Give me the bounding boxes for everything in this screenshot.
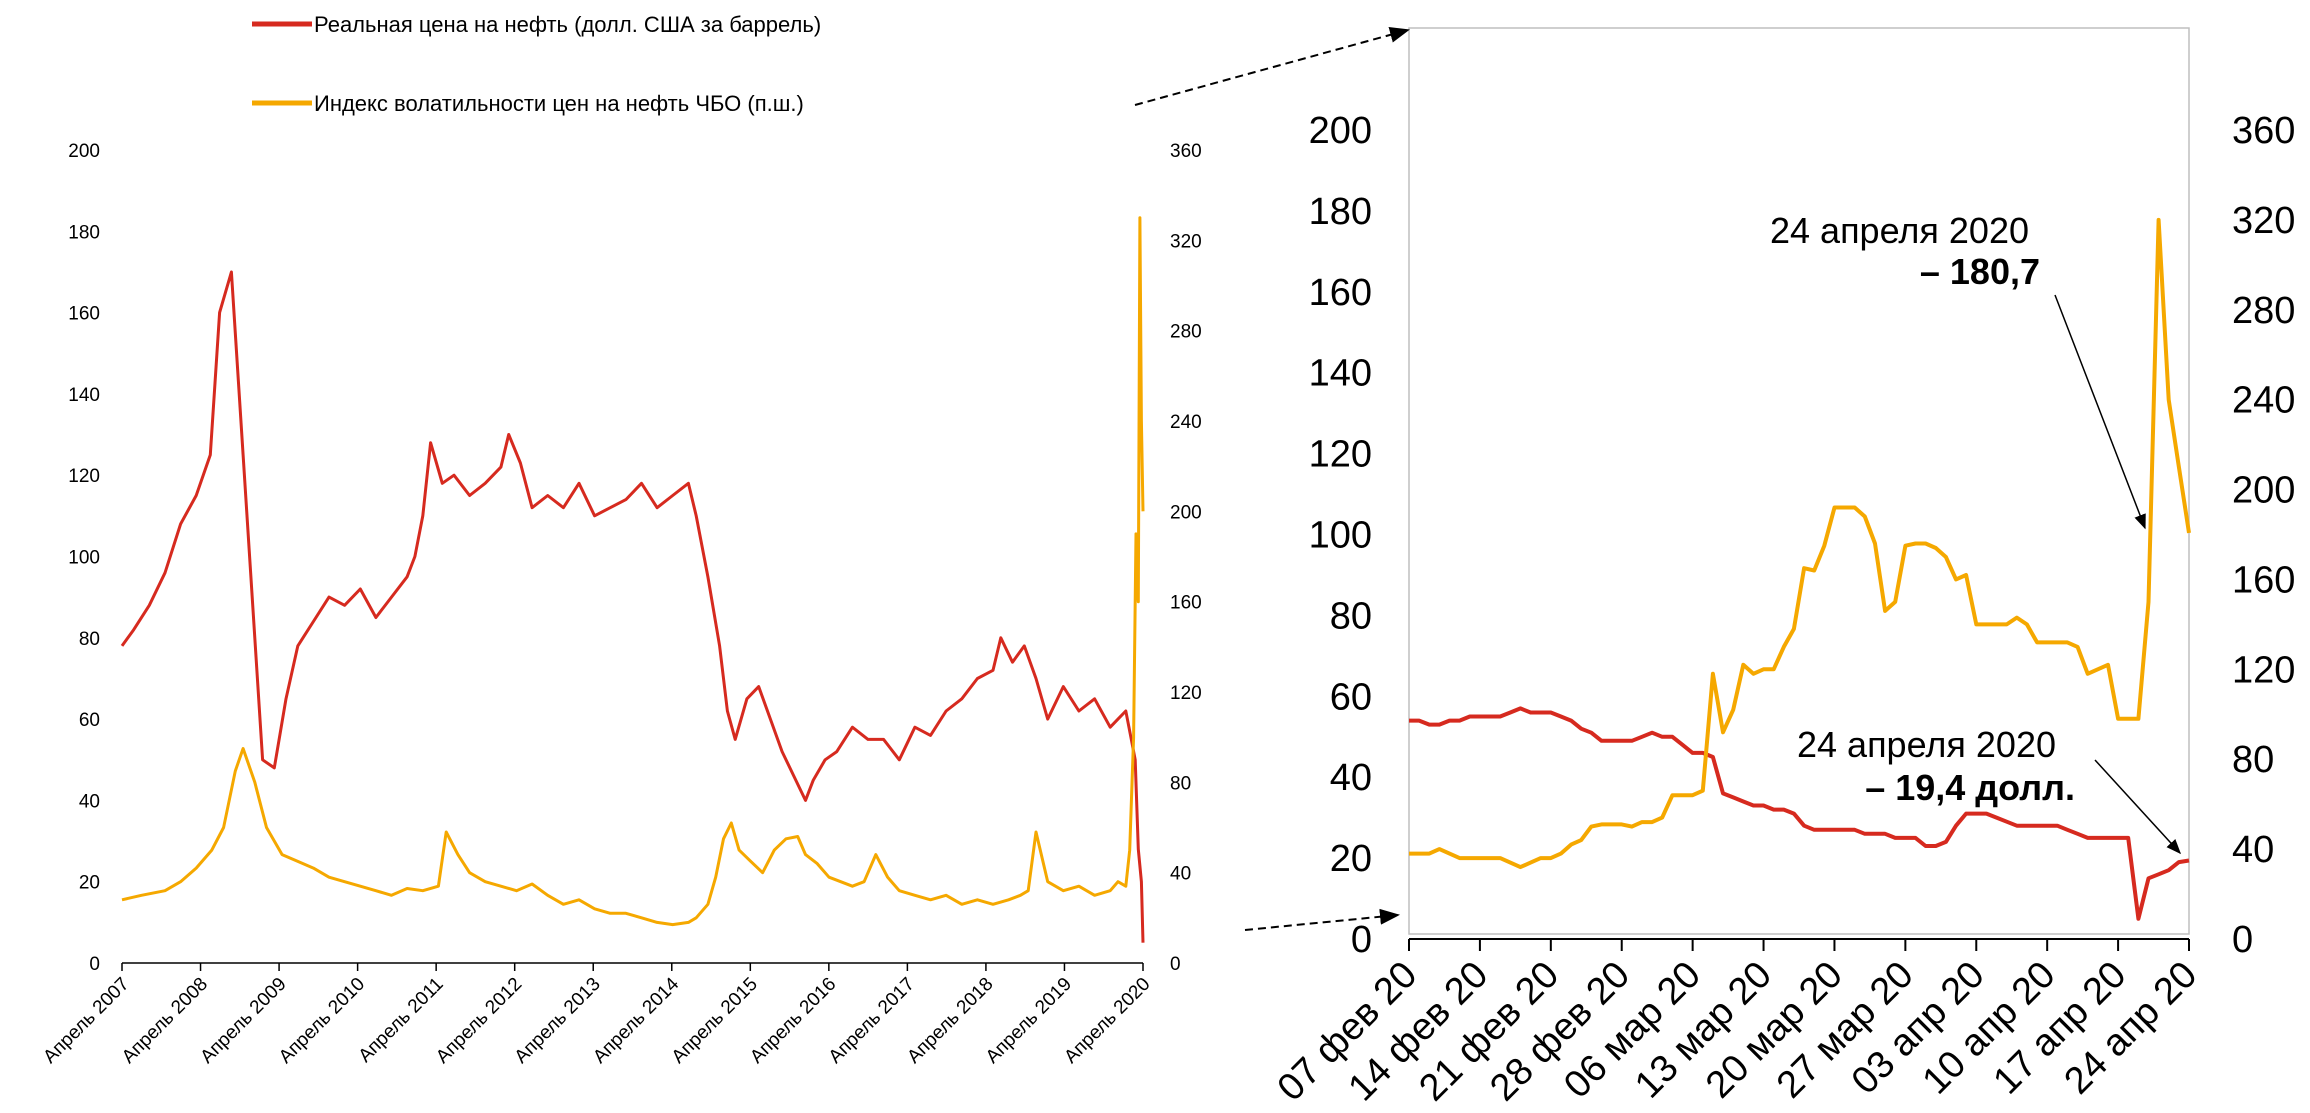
y-left-tick-label: 140 (1309, 353, 1372, 395)
y-left-tick-label: 180 (1309, 191, 1372, 233)
y-left-tick-label: 160 (68, 304, 100, 325)
legend-label-oil: Реальная цена на нефть (долл. США за бар… (314, 12, 821, 37)
y-left-tick-label: 40 (79, 791, 100, 812)
y-right-tick-label: 80 (2232, 739, 2274, 781)
y-left-tick-label: 120 (1309, 434, 1372, 476)
annotation-oil-date: 24 апреля 2020 (1797, 724, 2056, 765)
y-left-tick-label: 20 (79, 873, 100, 894)
right-chart-y-right-ticks: 0 40 80 120 160 200 240 280 320 360 (2232, 110, 2295, 961)
y-left-tick-label: 100 (68, 548, 100, 569)
annotation-oil-value: – 19,4 долл. (1865, 767, 2075, 808)
y-left-tick-label: 40 (1330, 757, 1372, 799)
y-right-tick-label: 280 (1170, 322, 1202, 343)
annotation-vol: 24 апреля 2020 – 180,7 (1770, 210, 2146, 530)
y-right-tick-label: 160 (1170, 593, 1202, 614)
annotation-vol-pointer (2054, 294, 2146, 530)
y-right-tick-label: 360 (2232, 110, 2295, 152)
y-right-tick-label: 40 (1170, 864, 1191, 885)
y-left-tick-label: 180 (68, 222, 100, 243)
y-left-tick-label: 60 (79, 710, 100, 731)
y-right-tick-label: 40 (2232, 829, 2274, 871)
y-left-tick-label: 200 (1309, 110, 1372, 152)
y-left-tick-label: 60 (1330, 676, 1372, 718)
y-left-tick-label: 20 (1330, 838, 1372, 880)
y-right-tick-label: 320 (2232, 200, 2295, 242)
y-left-tick-label: 80 (1330, 595, 1372, 637)
y-left-tick-label: 0 (1351, 919, 1372, 961)
chart-left-2007-2020: 0 20 40 60 80 100 120 140 160 180 200 0 40 80 120 160 2… (39, 141, 1201, 1068)
y-right-tick-label: 320 (1170, 231, 1202, 252)
y-right-tick-label: 200 (1170, 502, 1202, 523)
y-left-tick-label: 120 (68, 466, 100, 487)
y-left-tick-label: 160 (1309, 272, 1372, 314)
series-line-vol-index (1409, 217, 2191, 870)
y-left-tick-label: 200 (68, 141, 100, 162)
series-line-oil-price (1409, 706, 2190, 921)
annotation-oil: 24 апреля 2020 – 19,4 долл. (1797, 724, 2182, 855)
legend-label-vol: Индекс волатильности цен на нефть ЧБО (п… (314, 91, 804, 116)
y-left-tick-label: 0 (89, 954, 100, 975)
chart-right-feb-apr-2020: 0 20 40 60 80 100 120 140 160 180 200 0 40 80 120 160 2… (1270, 27, 2295, 1109)
y-left-tick-label: 100 (1309, 515, 1372, 557)
legend: Реальная цена на нефть (долл. США за бар… (252, 12, 821, 116)
series-line-oil-price (120, 270, 1145, 943)
y-right-tick-label: 280 (2232, 290, 2295, 332)
y-right-tick-label: 0 (1170, 954, 1181, 975)
y-left-tick-label: 140 (68, 385, 100, 406)
y-right-tick-label: 0 (2232, 919, 2253, 961)
y-left-tick-label: 80 (79, 629, 100, 650)
left-chart-y-left-ticks: 0 20 40 60 80 100 120 140 160 180 200 (68, 141, 100, 975)
left-chart-y-right-ticks: 0 40 80 120 160 200 240 280 320 360 (1170, 141, 1202, 975)
zoom-connector-top (1134, 27, 1410, 106)
right-chart-y-left-ticks: 0 20 40 60 80 100 120 140 160 180 200 (1309, 110, 1372, 961)
left-chart-series (120, 216, 1145, 943)
annotation-vol-value: – 180,7 (1920, 251, 2040, 292)
y-right-tick-label: 120 (2232, 649, 2295, 691)
y-right-tick-label: 240 (2232, 380, 2295, 422)
y-right-tick-label: 240 (1170, 412, 1202, 433)
annotation-oil-pointer (2094, 759, 2182, 855)
right-chart-frame (1408, 27, 2190, 935)
right-chart-series (1409, 217, 2191, 921)
y-right-tick-label: 160 (2232, 559, 2295, 601)
y-right-tick-label: 80 (1170, 773, 1191, 794)
y-right-tick-label: 200 (2232, 470, 2295, 512)
y-right-tick-label: 360 (1170, 141, 1202, 162)
series-line-vol-index (121, 216, 1145, 927)
annotation-vol-date: 24 апреля 2020 (1770, 210, 2029, 251)
y-right-tick-label: 120 (1170, 683, 1202, 704)
zoom-connector-bottom (1244, 908, 1400, 931)
